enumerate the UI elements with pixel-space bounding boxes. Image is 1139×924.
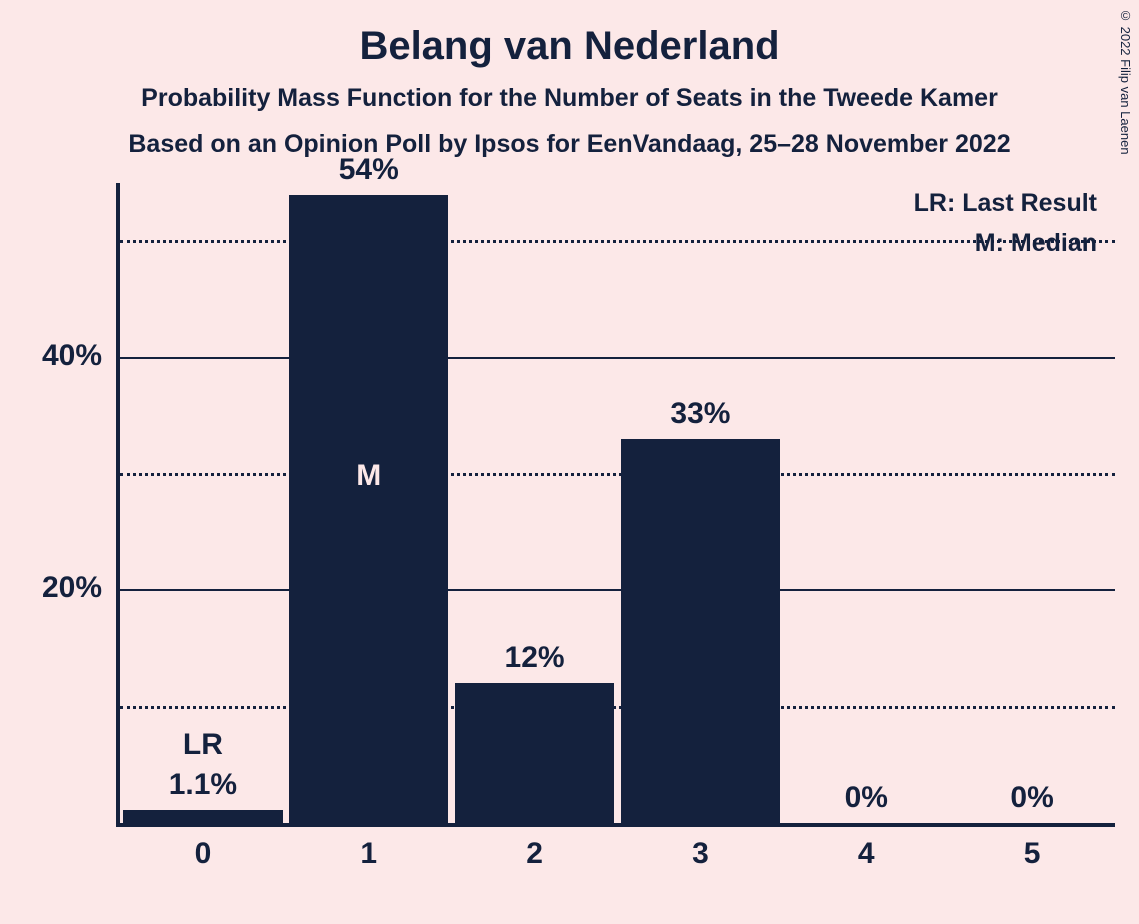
gridline-minor [120, 473, 1115, 476]
x-axis [116, 823, 1115, 827]
bar-value-label: 12% [505, 641, 565, 675]
bar [123, 810, 282, 823]
y-tick-label: 20% [0, 571, 102, 605]
x-tick-label: 3 [660, 837, 740, 871]
x-tick-label: 2 [495, 837, 575, 871]
bar [621, 439, 780, 823]
bar-value-label: 33% [670, 397, 730, 431]
gridline-major [120, 589, 1115, 591]
bar [455, 683, 614, 823]
legend-m: M: Median [975, 229, 1097, 258]
copyright-text: © 2022 Filip van Laenen [1118, 8, 1133, 155]
bar-value-label: 54% [339, 153, 399, 187]
y-tick-label: 40% [0, 339, 102, 373]
bar-value-label: 0% [845, 781, 888, 815]
gridline-minor [120, 240, 1115, 243]
bar-value-label: 1.1% [169, 768, 237, 802]
gridline-minor [120, 706, 1115, 709]
x-tick-label: 5 [992, 837, 1072, 871]
y-axis [116, 183, 120, 827]
legend-lr: LR: Last Result [914, 189, 1097, 218]
x-tick-label: 1 [329, 837, 409, 871]
x-tick-label: 0 [163, 837, 243, 871]
bar-value-label: 0% [1010, 781, 1053, 815]
chart-title: Belang van Nederland [0, 24, 1139, 69]
chart-subtitle-1: Probability Mass Function for the Number… [0, 84, 1139, 113]
bar [289, 195, 448, 823]
chart-plot-area: LR: Last Result M: Median [120, 183, 1115, 823]
chart-subtitle-2: Based on an Opinion Poll by Ipsos for Ee… [0, 130, 1139, 159]
x-tick-label: 4 [826, 837, 906, 871]
gridline-major [120, 357, 1115, 359]
median-annotation: M [356, 459, 381, 493]
lr-annotation: LR [183, 728, 223, 762]
